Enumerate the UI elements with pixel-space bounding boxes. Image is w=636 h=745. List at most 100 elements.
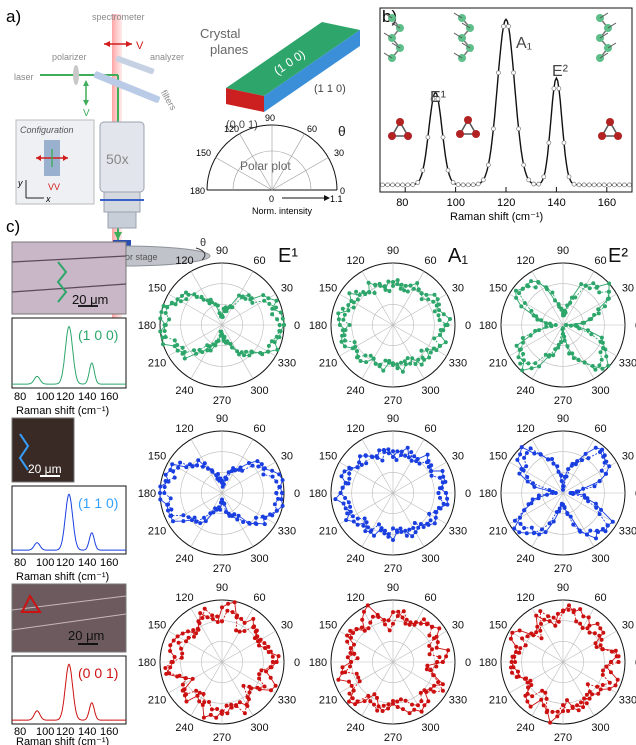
polar-point: [364, 461, 369, 466]
polar-point: [240, 468, 245, 473]
triangle-atom: [456, 130, 464, 138]
polar-spoke: [221, 439, 254, 494]
polar-angle-label: 90: [216, 582, 228, 594]
polar-spoke: [339, 293, 394, 326]
polar-angle-label: 120: [346, 592, 364, 604]
polar-point: [391, 526, 395, 531]
spectrum-point: [410, 182, 416, 187]
spectrum-point: [435, 96, 441, 102]
chain-overlay-110: [18, 433, 30, 471]
spectrum-tick-label: 140: [547, 197, 565, 209]
polar-spoke: [562, 439, 595, 494]
spectrum-point: [425, 134, 431, 140]
polar-angle-label: 30: [622, 620, 634, 632]
polar-point: [426, 459, 431, 463]
polar-angle-label: 150: [489, 451, 507, 463]
polar-angle-label: 90: [216, 245, 228, 257]
polar-demo-tick-0: 0: [340, 186, 345, 196]
mini-tick-160-2: 160: [100, 726, 118, 738]
polar-angle-label: 60: [253, 255, 265, 267]
polar-point: [234, 628, 239, 633]
polar-angle-label: 180: [309, 320, 327, 332]
polar-point: [361, 523, 366, 528]
polar-angle-label: 60: [424, 423, 436, 435]
spectrum-frame: [379, 7, 633, 193]
mini-xlabel-0: Raman shift (cm⁻¹): [16, 405, 109, 417]
polar-angle-label: 270: [213, 563, 231, 575]
polar-point: [180, 351, 185, 356]
polar-series-line: [510, 609, 620, 713]
sample-column: 20 μm (1 0 0) 80 100 120 140 160 Raman s…: [11, 241, 127, 745]
spectrum-line: [380, 18, 632, 186]
spectrum-point: [420, 167, 426, 173]
polar-angle-label: 210: [319, 695, 337, 707]
polar-angle-label: 300: [591, 385, 609, 397]
polar-spoke: [190, 439, 223, 494]
mini-tick-120-1: 120: [56, 557, 74, 569]
spectrum-box-001: [11, 655, 127, 725]
polar-point: [277, 329, 282, 333]
displacement-arrow: [453, 52, 463, 59]
spectrum-point: [526, 177, 532, 183]
polar-angle-label: 90: [387, 413, 399, 425]
mini-tick-100-2: 100: [36, 726, 54, 738]
polar-angle-label: 270: [213, 395, 231, 407]
polar-angle-label: 180: [138, 657, 156, 669]
polar-spoke: [562, 661, 595, 716]
polar-angle-label: 210: [148, 695, 166, 707]
polar-point: [347, 471, 352, 476]
polar-point: [395, 282, 400, 287]
spectrum-point: [566, 174, 572, 180]
spectrum-point: [465, 182, 471, 188]
scale-label-100: 20 μm: [72, 292, 108, 307]
spectrum-point: [395, 182, 400, 188]
polar-spoke: [168, 661, 223, 694]
mini-tick-120-0: 120: [56, 391, 74, 403]
polar-point: [216, 506, 221, 511]
polar-angle-label: 120: [175, 255, 193, 267]
plane-label-100: (1 0 0): [78, 327, 118, 343]
spectrum-point: [400, 182, 406, 188]
polarizer-label: polarizer: [52, 52, 87, 62]
mini-spectrum-100: [12, 325, 126, 385]
triangle-atom: [396, 118, 404, 126]
polar-point: [601, 346, 606, 351]
polar-series-line: [164, 293, 281, 355]
polar-spoke: [221, 492, 276, 525]
polar-spoke: [392, 439, 425, 494]
spectrum-point: [390, 182, 395, 188]
polar-spoke: [361, 271, 394, 326]
laser-label: laser: [14, 72, 34, 82]
polar-angle-label: 60: [424, 255, 436, 267]
polar-angle-label: 0: [635, 488, 636, 500]
crystal-side-face: [264, 30, 360, 112]
displacement-arrow: [391, 42, 401, 49]
polar-angle-label: 180: [479, 488, 497, 500]
polar-series-line: [518, 282, 610, 371]
spectrum-point: [380, 182, 385, 188]
polar-point: [201, 692, 206, 696]
polar-angle-label: 150: [319, 620, 337, 632]
polar-series-line: [342, 283, 448, 369]
polar-spoke: [531, 492, 564, 547]
polar-spoke: [531, 324, 564, 379]
polar-point: [424, 622, 429, 627]
panel-label-a: a): [6, 7, 21, 26]
spectrum-point: [551, 86, 557, 91]
filters-label: filters: [159, 88, 179, 112]
polar-spoke: [339, 661, 394, 694]
polar-point: [186, 515, 191, 520]
polar-plot-2-0: 0 30 60 90 120 150 180 210 240 270 300 330: [138, 582, 300, 744]
mini-tick-140-1: 140: [78, 557, 96, 569]
polar-angle-label: 270: [213, 732, 231, 744]
polar-angle-label: 240: [175, 722, 193, 734]
polar-angle-label: 90: [557, 582, 569, 594]
polar-spoke: [531, 661, 564, 716]
polar-angle-label: 240: [516, 722, 534, 734]
polar-point: [544, 710, 549, 715]
polar-point: [424, 690, 429, 694]
spectrum-point: [430, 96, 436, 102]
polar-angle-label: 60: [424, 592, 436, 604]
spectrum-point: [606, 182, 612, 188]
polar-angle-label: 150: [319, 283, 337, 295]
